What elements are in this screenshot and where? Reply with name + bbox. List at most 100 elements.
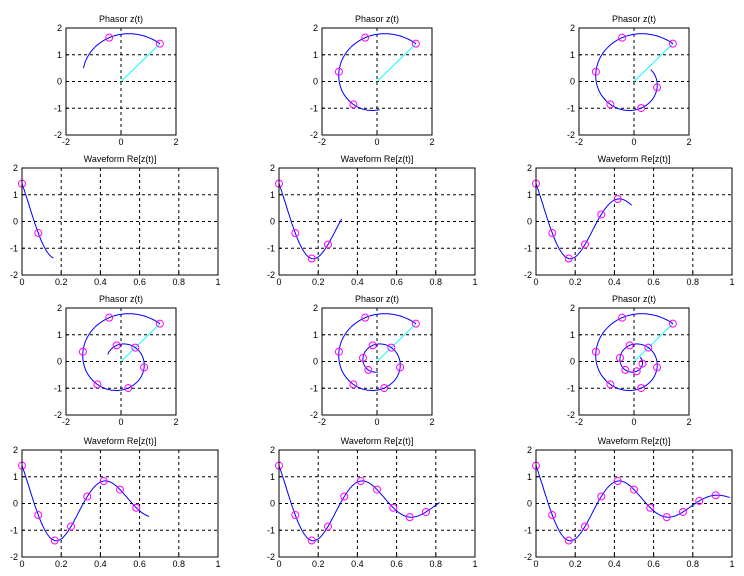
y-tick-label: -2 bbox=[10, 270, 18, 280]
sample-marker bbox=[83, 492, 92, 501]
sample-marker bbox=[364, 365, 373, 374]
sample-marker bbox=[591, 67, 600, 76]
sample-marker bbox=[630, 485, 638, 494]
phasor-trajectory bbox=[82, 33, 161, 69]
x-tick-label: 0.4 bbox=[351, 559, 364, 569]
x-tick-label: 0.8 bbox=[430, 277, 443, 287]
sample-marker bbox=[653, 363, 662, 372]
sample-marker bbox=[155, 319, 164, 328]
axes-box bbox=[578, 27, 690, 136]
x-tick-label: 0.2 bbox=[55, 277, 68, 287]
axes-box bbox=[535, 449, 733, 558]
x-tick-label: 0 bbox=[533, 277, 538, 287]
phasor-title: Phasor z(t) bbox=[355, 294, 399, 304]
x-tick-label: 0.2 bbox=[312, 277, 325, 287]
y-tick-label: 1 bbox=[13, 190, 18, 200]
x-tick-label: 0.8 bbox=[173, 559, 186, 569]
sample-marker bbox=[124, 384, 133, 393]
sample-marker bbox=[597, 492, 606, 501]
y-tick-label: -1 bbox=[567, 383, 575, 393]
y-tick-label: -1 bbox=[567, 103, 575, 113]
axes-box bbox=[535, 167, 733, 276]
x-tick-label: 1 bbox=[472, 277, 477, 287]
y-tick-label: 1 bbox=[527, 190, 532, 200]
phasor-trajectory bbox=[338, 313, 417, 391]
x-tick-label: 0.6 bbox=[133, 559, 146, 569]
x-tick-label: 0.8 bbox=[430, 559, 443, 569]
y-tick-label: 1 bbox=[57, 330, 62, 340]
x-tick-label: 0 bbox=[631, 417, 636, 427]
sample-marker bbox=[646, 503, 655, 512]
y-tick-label: 0 bbox=[570, 77, 575, 87]
x-tick-label: 0.2 bbox=[312, 559, 325, 569]
sample-marker bbox=[358, 353, 367, 362]
x-tick-label: 1 bbox=[729, 559, 734, 569]
phasor-plot-4: -2 0 2 -2 -1 0 1 2 Phasor z(t) bbox=[54, 294, 179, 427]
x-tick-label: 0 bbox=[533, 559, 538, 569]
sample-marker bbox=[361, 313, 370, 322]
sample-marker bbox=[105, 33, 114, 42]
x-tick-label: 0 bbox=[19, 277, 24, 287]
x-tick-label: -2 bbox=[318, 417, 326, 427]
sample-marker bbox=[618, 33, 627, 42]
x-tick-label: 0 bbox=[276, 559, 281, 569]
sample-marker bbox=[396, 363, 405, 372]
sample-marker bbox=[155, 39, 164, 48]
sample-marker bbox=[422, 507, 430, 516]
sample-marker bbox=[34, 229, 43, 238]
y-tick-label: -2 bbox=[54, 130, 62, 140]
y-tick-label: -2 bbox=[54, 410, 62, 420]
y-tick-label: -2 bbox=[524, 270, 532, 280]
x-tick-label: 0.6 bbox=[390, 277, 403, 287]
y-tick-label: -2 bbox=[267, 552, 275, 562]
x-tick-label: 0 bbox=[631, 137, 636, 147]
sample-marker bbox=[389, 503, 398, 512]
y-tick-label: 2 bbox=[13, 445, 18, 455]
y-tick-label: 1 bbox=[570, 330, 575, 340]
sample-marker bbox=[140, 363, 149, 372]
x-tick-label: 2 bbox=[686, 137, 691, 147]
sample-marker bbox=[618, 313, 627, 322]
sample-marker bbox=[581, 522, 589, 531]
sample-marker bbox=[591, 347, 600, 356]
x-tick-label: 2 bbox=[173, 137, 178, 147]
y-tick-label: 2 bbox=[57, 303, 62, 313]
y-tick-label: -2 bbox=[310, 130, 318, 140]
phasor-title: Phasor z(t) bbox=[99, 294, 143, 304]
sample-marker bbox=[668, 319, 677, 328]
sample-marker bbox=[368, 341, 377, 350]
axes-box bbox=[65, 307, 177, 416]
x-tick-label: 0 bbox=[276, 277, 281, 287]
x-tick-label: 0 bbox=[19, 559, 24, 569]
y-tick-label: 2 bbox=[527, 163, 532, 173]
sample-marker bbox=[411, 319, 420, 328]
waveform-title: Waveform Re[z(t)] bbox=[341, 436, 414, 446]
sample-marker bbox=[638, 359, 647, 368]
sample-marker bbox=[334, 67, 343, 76]
x-tick-label: 0.4 bbox=[608, 559, 621, 569]
y-tick-label: 2 bbox=[13, 163, 18, 173]
x-tick-label: 2 bbox=[173, 417, 178, 427]
x-tick-label: -2 bbox=[318, 137, 326, 147]
y-tick-label: 2 bbox=[570, 23, 575, 33]
axes-box bbox=[578, 307, 690, 416]
x-tick-label: 0.4 bbox=[94, 559, 107, 569]
x-tick-label: 0.8 bbox=[687, 277, 700, 287]
sample-marker bbox=[653, 83, 662, 92]
sample-marker bbox=[632, 367, 641, 376]
sample-marker bbox=[621, 365, 630, 374]
sample-marker bbox=[615, 353, 624, 362]
y-tick-label: -2 bbox=[567, 130, 575, 140]
sample-marker bbox=[132, 503, 141, 512]
x-tick-label: 0.6 bbox=[647, 559, 660, 569]
y-tick-label: -2 bbox=[310, 410, 318, 420]
phasor-vector bbox=[120, 43, 161, 82]
waveform-title: Waveform Re[z(t)] bbox=[598, 154, 671, 164]
x-tick-label: 2 bbox=[429, 137, 434, 147]
x-tick-label: 0 bbox=[118, 417, 123, 427]
sample-marker bbox=[679, 507, 687, 516]
sample-marker bbox=[564, 254, 573, 263]
sample-marker bbox=[613, 477, 622, 486]
sample-marker bbox=[334, 347, 343, 356]
